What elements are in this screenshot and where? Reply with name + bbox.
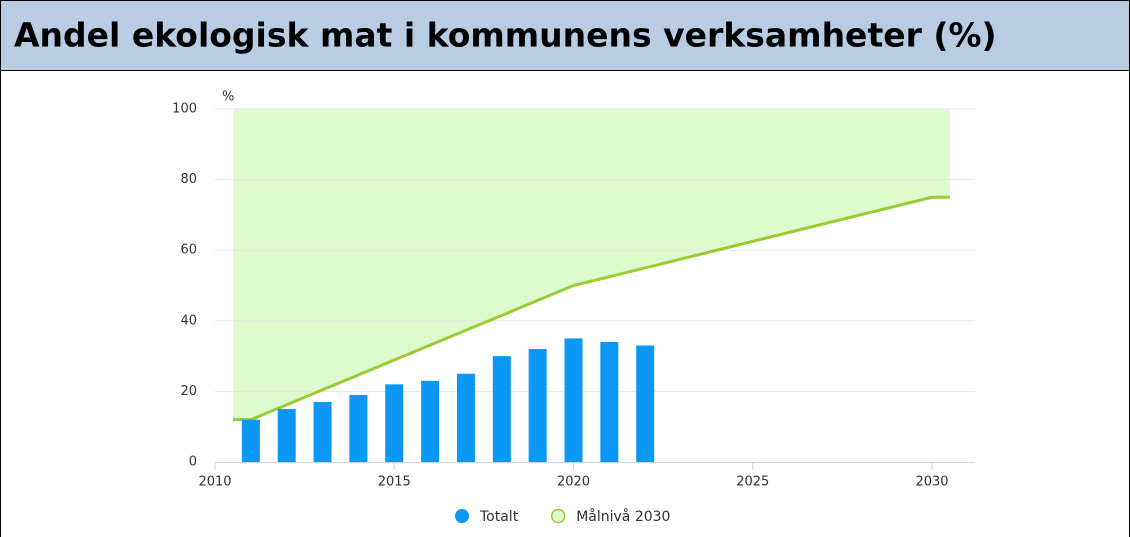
bar: [636, 345, 655, 462]
bar: [528, 349, 547, 462]
x-tick-label: 2010: [198, 475, 231, 490]
header: [0, 0, 1130, 71]
bar: [241, 419, 260, 462]
legend-marker: [550, 508, 566, 524]
x-tick-label: 2015: [378, 475, 411, 490]
bar: [600, 341, 619, 462]
bar: [492, 356, 511, 462]
bar: [564, 338, 583, 462]
bar: [277, 409, 296, 462]
x-tick-label: 2020: [557, 475, 590, 490]
y-tick-label: 40: [180, 313, 197, 328]
chart-title: Andel ekologisk mat i kommunens verksamh…: [14, 16, 997, 55]
y-tick-label: 80: [180, 172, 197, 187]
x-tick-label: 2025: [736, 475, 769, 490]
legend-label: Målnivå 2030: [576, 508, 670, 525]
legend-label: Totalt: [479, 509, 519, 525]
legend-marker: [455, 509, 469, 523]
bar: [421, 380, 440, 462]
y-tick-label: 100: [172, 102, 197, 117]
bar: [456, 373, 475, 462]
bar: [313, 401, 332, 462]
bar: [349, 394, 368, 462]
y-tick-label: 20: [180, 384, 197, 399]
target-area: [232, 109, 950, 420]
y-axis-label: %: [222, 90, 234, 105]
x-tick-label: 2030: [915, 475, 948, 490]
y-tick-label: 0: [189, 455, 197, 470]
bar: [385, 384, 404, 462]
y-tick-label: 60: [180, 243, 197, 258]
